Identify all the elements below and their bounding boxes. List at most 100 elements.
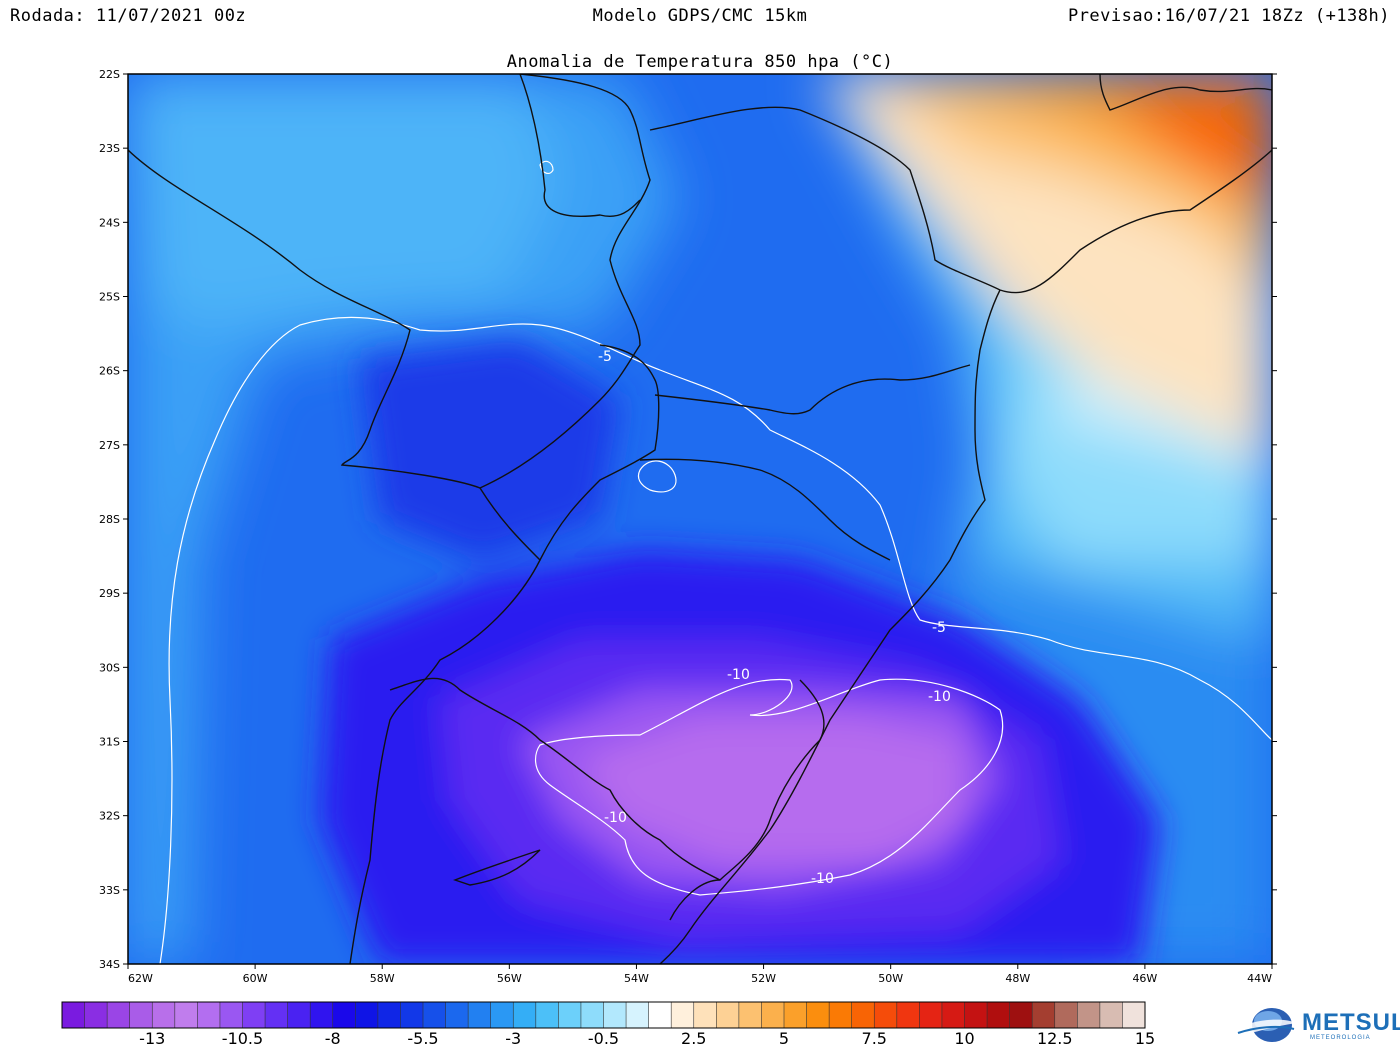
border-paraguay [128, 74, 651, 489]
colorbar-swatch [423, 1002, 447, 1028]
lat-tick-label: 22S [99, 68, 120, 81]
lat-tick-label: 30S [99, 661, 120, 674]
lat-tick-label: 34S [99, 958, 120, 971]
colorbar-swatch [558, 1002, 582, 1028]
border-argentina [349, 487, 541, 964]
colorbar-label: -3 [505, 1029, 521, 1048]
colorbar: -13 -10.5 -8 -5.5 -3 -0.5 2.5 5 7.5 10 12.5 15 [61, 1001, 1155, 1048]
colorbar-label: 15 [1135, 1029, 1155, 1048]
political-boundaries [128, 74, 1272, 964]
contour-minus10 [535, 678, 1004, 896]
colorbar-swatch [693, 1002, 717, 1028]
coast-sp [649, 106, 1272, 294]
contour-label: -5 [598, 349, 612, 365]
lat-tick-label: 27S [99, 439, 120, 452]
longitude-axis: 62W 60W 58W 56W 54W 52W 50W 48W 46W 44W [127, 964, 1273, 985]
coast-south [659, 289, 1001, 964]
border-sc-rs [639, 458, 891, 561]
colorbar-swatch [761, 1002, 785, 1028]
colorbar-swatch [107, 1002, 131, 1028]
lat-tick-label: 29S [99, 587, 120, 600]
map-title: Anomalia de Temperatura 850 hpa (°C) [506, 52, 894, 72]
colorbar-label: -10.5 [222, 1029, 263, 1048]
colorbar-swatch [580, 1002, 604, 1028]
colorbar-swatch [941, 1002, 965, 1028]
colorbar-label: 10 [954, 1029, 974, 1048]
colorbar-swatch [445, 1002, 469, 1028]
colorbar-label: -8 [325, 1029, 341, 1048]
contour-label: -5 [932, 620, 946, 636]
colorbar-swatch [355, 1002, 379, 1028]
colorbar-swatch [265, 1002, 289, 1028]
colorbar-swatch [1054, 1002, 1078, 1028]
lon-tick-label: 48W [1005, 972, 1030, 985]
contour-label: -10 [811, 871, 834, 887]
run-date-label: Rodada: 11/07/2021 00z [10, 6, 247, 26]
lon-tick-label: 46W [1132, 972, 1157, 985]
model-name-label: Modelo GDPS/CMC 15km [592, 6, 808, 26]
colorbar-swatch [987, 1002, 1011, 1028]
lat-tick-label: 28S [99, 513, 120, 526]
colorbar-swatch [332, 1002, 356, 1028]
colorbar-swatch [806, 1002, 830, 1028]
lon-tick-label: 44W [1247, 972, 1272, 985]
contour-label: -10 [928, 689, 951, 705]
colorbar-swatch [174, 1002, 198, 1028]
colorbar-label: -5.5 [407, 1029, 438, 1048]
lat-tick-label: 26S [99, 365, 120, 378]
river-plate-shore [452, 849, 541, 886]
colorbar-swatch [1122, 1002, 1146, 1028]
globe-icon [1236, 1008, 1296, 1042]
temperature-anomaly-field [128, 74, 1272, 964]
colorbar-swatch [310, 1002, 334, 1028]
lat-tick-label: 31S [99, 736, 120, 749]
colorbar-swatch [738, 1002, 762, 1028]
lon-tick-label: 54W [624, 972, 649, 985]
border-rj-mg [1099, 74, 1272, 111]
logo-subtext: METEOROLOGIA [1310, 1035, 1371, 1041]
colorbar-swatch [513, 1002, 537, 1028]
colorbar-swatch [197, 1002, 221, 1028]
colorbar-label: -13 [139, 1029, 165, 1048]
border-ms [519, 74, 641, 217]
colorbar-swatch [964, 1002, 988, 1028]
colorbar-swatch [626, 1002, 650, 1028]
colorbar-swatch [1099, 1002, 1123, 1028]
lagoa-dos-patos [669, 679, 825, 921]
colorbar-swatch [829, 1002, 853, 1028]
logo-text: METSUL [1302, 1009, 1400, 1036]
lat-tick-label: 33S [99, 884, 120, 897]
border-pr-north [654, 364, 971, 415]
colorbar-swatch [468, 1002, 492, 1028]
lat-tick-label: 32S [99, 810, 120, 823]
colorbar-frame [61, 1001, 1146, 1029]
colorbar-swatch [242, 1002, 266, 1028]
colorbar-swatch [603, 1002, 627, 1028]
border-pr-sc [539, 344, 660, 561]
colorbar-swatch [535, 1002, 559, 1028]
metsul-logo: METSUL METEOROLOGIA [1234, 1003, 1400, 1047]
lon-tick-label: 58W [370, 972, 395, 985]
colorbar-swatch [84, 1002, 108, 1028]
colorbar-swatch [784, 1002, 808, 1028]
colorbar-swatch [377, 1002, 401, 1028]
colorbar-swatch [1009, 1002, 1033, 1028]
forecast-time-label: Previsao:16/07/21 18Zz (+138h) [1067, 6, 1390, 26]
lon-tick-label: 50W [878, 972, 903, 985]
colorbar-swatch [1077, 1002, 1101, 1028]
colorbar-label: 12.5 [1037, 1029, 1073, 1048]
lon-tick-label: 60W [243, 972, 268, 985]
colorbar-swatch [671, 1002, 695, 1028]
border-uruguay [389, 677, 721, 881]
contour-label: -10 [604, 810, 627, 826]
colorbar-swatch [62, 1002, 86, 1028]
lat-tick-label: 25S [99, 291, 120, 304]
colorbar-label: 2.5 [681, 1029, 706, 1048]
colorbar-label: 5 [779, 1029, 789, 1048]
latitude-axis: 22S 23S 24S 25S 26S 27S 28S 29S 30S 31S 32S 33S 34S [99, 68, 1277, 971]
contour-small [637, 460, 677, 493]
colorbar-swatch [851, 1002, 875, 1028]
colorbar-swatch [896, 1002, 920, 1028]
contour-labels: -5 -5 -10 -10 -10 -10 [598, 349, 951, 887]
